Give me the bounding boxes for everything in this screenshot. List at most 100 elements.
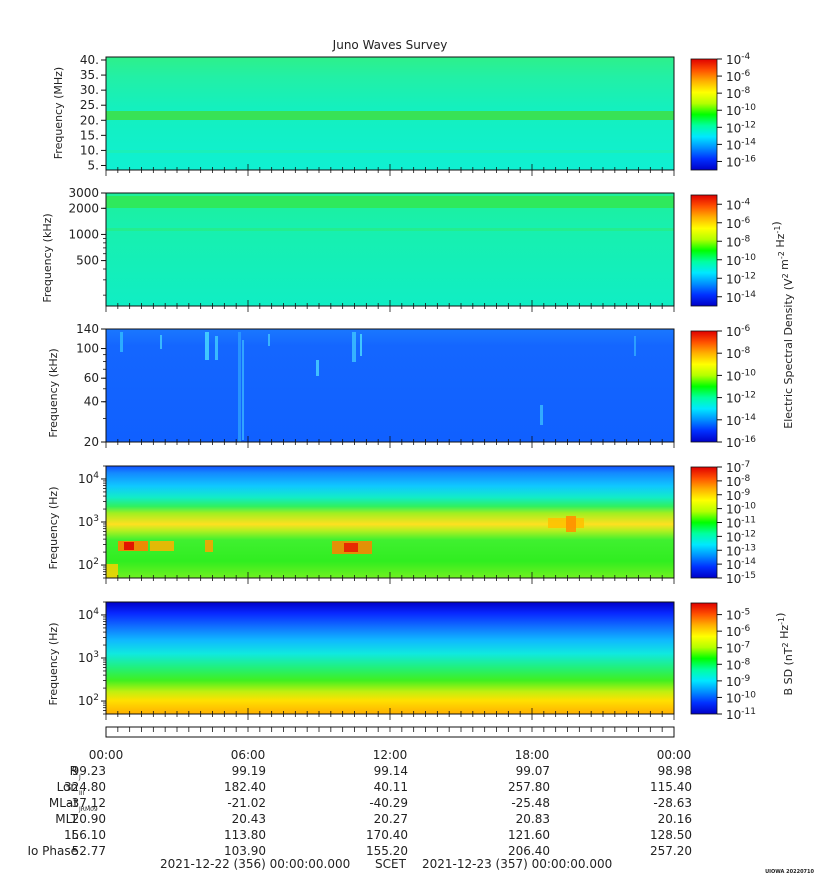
ephemeris-value: 99.14 — [374, 764, 408, 778]
panel-1-colorbar-ticks: 10-4 10-6 10-8 10-10 10-12 10-14 10-16 — [717, 52, 756, 169]
ephemeris-value: 20.43 — [232, 812, 266, 826]
panel-3-emission-streaks — [120, 332, 636, 442]
panel-3-y-ticks: 140 100 60 40 20 — [76, 322, 106, 449]
colorbar-tick-label: 10-6 — [726, 624, 751, 639]
y-tick-label: 500 — [76, 254, 99, 268]
ephemeris-value: 103.90 — [224, 844, 266, 858]
panel-2-colorbar-ticks: 10-4 10-6 10-8 10-10 10-12 10-14 — [717, 197, 756, 305]
colorbar-tick-label: 10-12 — [726, 271, 756, 286]
ephemeris-row-subscript: III — [79, 790, 85, 797]
y-tick-label: 10. — [80, 143, 99, 157]
ephemeris-value: 113.80 — [224, 828, 266, 842]
panel-4-y-ticks: 104 103 102 — [78, 465, 106, 579]
y-tick-label: 2000 — [68, 201, 99, 215]
colorbar-tick-label: 10-12 — [726, 391, 756, 406]
ephemeris-value: -40.29 — [369, 796, 408, 810]
footer-end-time: 2021-12-23 (357) 00:00:00.000 — [422, 857, 612, 871]
colorbar-tick-label: 10-8 — [726, 657, 751, 672]
colorbar-tick-label: 10-4 — [726, 197, 751, 212]
y-tick-label: 5. — [88, 158, 99, 172]
colorbar-tick-label: 10-10 — [726, 253, 756, 268]
y-tick-label: 104 — [78, 607, 99, 622]
ephemeris-value: 170.40 — [366, 828, 408, 842]
colorbar-tick-label: 10-9 — [726, 488, 751, 503]
y-tick-label: 15. — [80, 128, 99, 142]
panel-4-spectrogram — [106, 466, 674, 578]
panel-5-ylabel: Frequency (Hz) — [47, 623, 60, 706]
ephemeris-value: 52.77 — [72, 844, 106, 858]
ephemeris-value: 20.83 — [516, 812, 550, 826]
y-tick-label: 100 — [76, 342, 99, 356]
panel-5-colorbar-ticks: 10-510-6 10-710-8 10-910-10 10-11 — [717, 608, 756, 722]
colorbar-tick-label: 10-8 — [726, 234, 751, 249]
y-tick-label: 30. — [80, 83, 99, 97]
panel-3-spectrogram — [106, 329, 674, 442]
ephemeris-row-label: MLT — [55, 812, 78, 826]
time-label: 18:00 — [515, 748, 550, 762]
ephemeris-row-label: L — [71, 828, 78, 842]
ephemeris-value: -21.02 — [227, 796, 266, 810]
credit-stamp: UIOWA 20220710 — [765, 869, 814, 875]
time-label: 00:00 — [89, 748, 124, 762]
panel-4-ylabel: Frequency (Hz) — [47, 487, 60, 570]
panel-4-x-ticks — [105, 572, 675, 584]
panel-3-ylabel: Frequency (kHz) — [47, 348, 60, 437]
ephemeris-row-label: Lon — [57, 780, 78, 794]
colorbar-tick-label: 10-4 — [726, 52, 751, 67]
ephemeris-value: 98.98 — [658, 764, 692, 778]
y-tick-label: 60 — [84, 371, 99, 385]
y-tick-label: 20. — [80, 113, 99, 127]
panel-4-colorbar — [690, 466, 718, 579]
colorbar-tick-label: 10-15 — [726, 571, 756, 586]
panel-2-ylabel: Frequency (kHz) — [41, 213, 54, 302]
ephemeris-value: 20.16 — [658, 812, 692, 826]
panel-3-x-ticks — [105, 436, 675, 448]
colorbar-tick-label: 10-16 — [726, 154, 756, 169]
colorbar-tick-label: 10-8 — [726, 474, 751, 489]
footer-scet: SCET — [375, 857, 407, 871]
colorbar-tick-label: 10-8 — [726, 346, 751, 361]
panel-4-colorbar-ticks: 10-710-810-910-1010-1110-1210-1310-1410-… — [717, 460, 756, 586]
panel-5-colorbar — [690, 602, 718, 715]
y-tick-label: 140 — [76, 322, 99, 336]
ephemeris-value: 99.19 — [232, 764, 266, 778]
magnetic-colorbar-title: B SD (nT2 Hz-1) — [774, 613, 795, 696]
colorbar-tick-label: 10-14 — [726, 290, 756, 305]
colorbar-tick-label: 10-10 — [726, 103, 756, 118]
ephemeris-value: 206.40 — [508, 844, 550, 858]
y-tick-label: 1000 — [68, 227, 99, 241]
colorbar-tick-label: 10-10 — [726, 368, 756, 383]
panel-5-spectrogram — [106, 602, 674, 714]
panel-4-emission-patches — [106, 516, 584, 578]
panel-1-y-ticks: 40.35.30.25.20.15.10.5. — [80, 53, 106, 172]
panel-5-y-ticks: 104 103 102 — [78, 601, 106, 715]
colorbar-tick-label: 10-11 — [726, 516, 756, 531]
ephemeris-value: 20.27 — [374, 812, 408, 826]
ephemeris-value: 40.11 — [374, 780, 408, 794]
y-tick-label: 3000 — [68, 186, 99, 200]
ephemeris-value: 257.80 — [508, 780, 550, 794]
panel-1-band-low — [106, 150, 674, 153]
y-tick-label: 40. — [80, 53, 99, 67]
ephemeris-row-subscript: J — [78, 774, 81, 781]
panel-3-colorbar-ticks: 10-6 10-8 10-10 10-12 10-14 10-16 — [717, 324, 756, 450]
colorbar-tick-label: 10-6 — [726, 69, 751, 84]
colorbar-tick-label: 10-12 — [726, 529, 756, 544]
y-tick-label: 103 — [78, 650, 99, 665]
colorbar-tick-label: 10-12 — [726, 120, 756, 135]
colorbar-tick-label: 10-14 — [726, 137, 756, 152]
ephemeris-value: -37.12 — [67, 796, 106, 810]
ephemeris-value: 115.40 — [650, 780, 692, 794]
y-tick-label: 40 — [84, 395, 99, 409]
ephemeris-value: 121.60 — [508, 828, 550, 842]
panel-1-ylabel: Frequency (MHz) — [52, 67, 65, 159]
panel-2-x-ticks — [105, 300, 675, 312]
colorbar-tick-label: 10-7 — [726, 460, 750, 475]
time-axis-labels: 00:00 06:00 12:00 18:00 00:00 — [89, 748, 692, 762]
time-axis-ticks — [105, 727, 675, 732]
colorbar-tick-label: 10-13 — [726, 543, 756, 558]
colorbar-tick-label: 10-6 — [726, 216, 751, 231]
